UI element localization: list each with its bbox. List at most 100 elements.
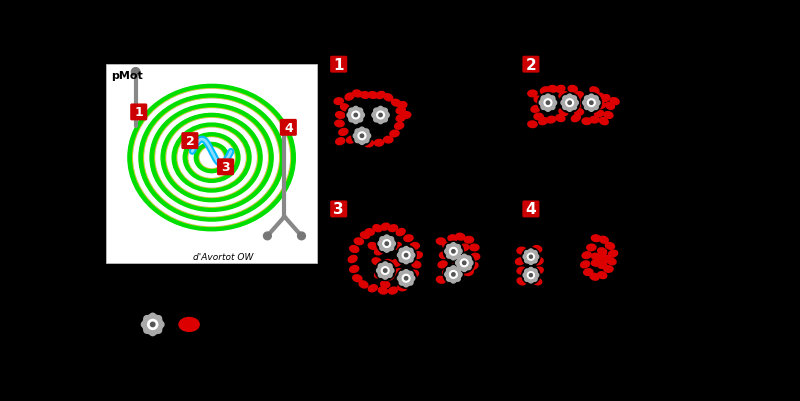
Ellipse shape (177, 316, 202, 333)
Ellipse shape (349, 265, 360, 273)
Ellipse shape (609, 98, 620, 106)
Circle shape (358, 133, 366, 140)
Ellipse shape (468, 262, 479, 271)
Circle shape (550, 97, 554, 101)
Circle shape (546, 102, 550, 105)
Ellipse shape (589, 116, 600, 124)
Ellipse shape (345, 94, 354, 101)
Circle shape (379, 114, 382, 117)
Ellipse shape (598, 272, 606, 279)
Ellipse shape (387, 225, 398, 233)
Ellipse shape (442, 242, 453, 251)
Ellipse shape (384, 137, 393, 144)
Ellipse shape (595, 102, 606, 110)
Ellipse shape (374, 140, 384, 147)
Ellipse shape (167, 119, 256, 197)
Ellipse shape (178, 129, 245, 187)
Ellipse shape (383, 245, 394, 253)
Ellipse shape (594, 111, 604, 117)
Ellipse shape (597, 254, 608, 262)
Circle shape (349, 118, 354, 122)
Circle shape (405, 254, 408, 257)
FancyBboxPatch shape (522, 201, 539, 218)
Circle shape (377, 234, 397, 254)
Circle shape (563, 105, 567, 110)
Circle shape (567, 107, 572, 112)
Circle shape (584, 96, 599, 111)
Ellipse shape (571, 115, 580, 122)
Circle shape (541, 105, 546, 110)
Ellipse shape (382, 136, 394, 144)
Ellipse shape (396, 108, 406, 115)
Ellipse shape (530, 105, 541, 113)
Ellipse shape (555, 85, 566, 94)
Ellipse shape (352, 90, 362, 98)
Ellipse shape (438, 261, 447, 268)
Ellipse shape (390, 99, 402, 107)
Ellipse shape (380, 281, 390, 289)
Ellipse shape (533, 246, 542, 253)
Circle shape (582, 101, 587, 106)
Circle shape (390, 242, 395, 246)
Ellipse shape (354, 238, 363, 245)
Ellipse shape (188, 138, 235, 178)
Ellipse shape (204, 151, 219, 165)
Ellipse shape (397, 284, 408, 292)
Ellipse shape (463, 236, 474, 244)
Text: 3: 3 (334, 202, 344, 217)
Ellipse shape (454, 271, 465, 280)
Ellipse shape (347, 255, 358, 263)
Circle shape (533, 251, 537, 255)
Circle shape (574, 101, 578, 106)
Circle shape (533, 269, 537, 273)
Circle shape (398, 248, 414, 263)
Ellipse shape (397, 102, 408, 110)
Ellipse shape (586, 245, 596, 251)
Ellipse shape (606, 257, 617, 266)
Circle shape (595, 101, 600, 106)
Ellipse shape (200, 148, 223, 168)
Ellipse shape (358, 280, 369, 289)
Circle shape (524, 250, 538, 264)
Circle shape (572, 105, 577, 110)
Circle shape (455, 261, 460, 265)
Circle shape (410, 253, 415, 258)
Ellipse shape (139, 95, 284, 221)
Circle shape (408, 258, 413, 262)
Ellipse shape (534, 267, 543, 274)
Circle shape (534, 255, 538, 259)
Ellipse shape (156, 109, 267, 207)
Circle shape (451, 256, 456, 260)
Circle shape (446, 277, 451, 282)
Ellipse shape (341, 105, 350, 111)
Ellipse shape (391, 260, 401, 267)
Circle shape (404, 247, 409, 251)
Ellipse shape (574, 109, 585, 117)
Ellipse shape (367, 242, 378, 250)
Circle shape (408, 281, 413, 285)
Ellipse shape (591, 253, 601, 261)
Circle shape (539, 101, 544, 106)
Ellipse shape (446, 272, 455, 279)
FancyBboxPatch shape (106, 65, 317, 263)
Circle shape (398, 271, 414, 286)
Ellipse shape (403, 235, 414, 243)
Ellipse shape (371, 257, 382, 266)
Circle shape (383, 275, 387, 279)
Ellipse shape (364, 229, 375, 237)
Circle shape (458, 265, 462, 270)
Ellipse shape (539, 87, 550, 95)
Circle shape (360, 135, 364, 138)
Circle shape (458, 256, 462, 261)
Ellipse shape (558, 91, 569, 100)
Circle shape (523, 255, 527, 259)
Ellipse shape (150, 105, 273, 212)
Circle shape (385, 242, 389, 246)
Ellipse shape (128, 85, 295, 231)
Circle shape (354, 114, 358, 117)
Ellipse shape (385, 273, 394, 280)
Ellipse shape (517, 267, 526, 274)
Circle shape (382, 109, 387, 113)
Ellipse shape (451, 250, 462, 258)
Ellipse shape (354, 238, 364, 246)
